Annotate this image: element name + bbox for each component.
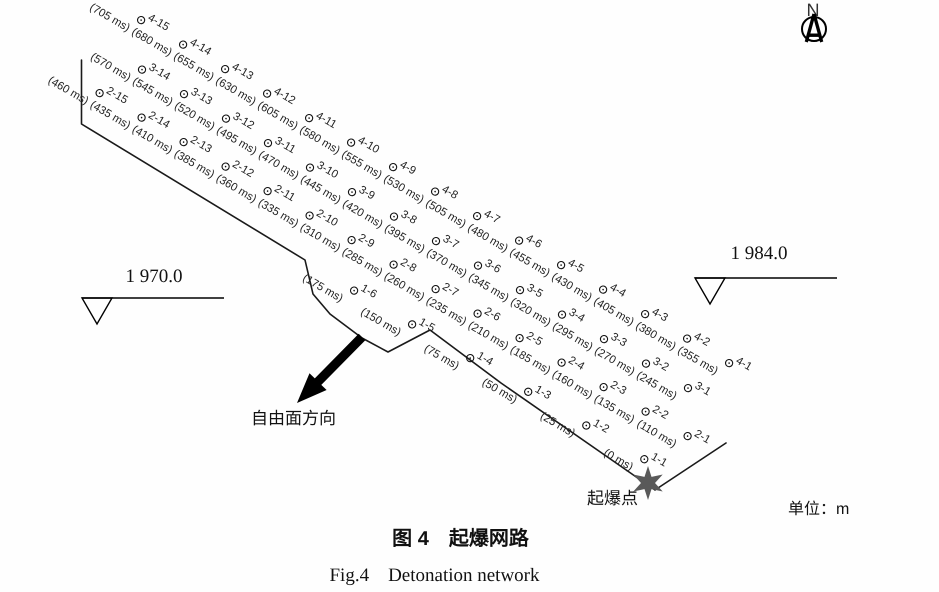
svg-text:(680 ms): (680 ms): [129, 26, 174, 59]
svg-text:(295 ms): (295 ms): [550, 321, 595, 354]
svg-text:4-5: 4-5: [566, 257, 586, 276]
svg-text:(405 ms): (405 ms): [591, 296, 636, 329]
svg-text:2-14: 2-14: [146, 109, 172, 131]
svg-text:(210 ms): (210 ms): [466, 320, 511, 353]
svg-text:3-10: 3-10: [315, 159, 341, 181]
svg-text:(420 ms): (420 ms): [340, 198, 385, 231]
svg-text:(655 ms): (655 ms): [171, 51, 216, 84]
svg-text:2-1: 2-1: [692, 428, 712, 447]
svg-text:(460 ms): (460 ms): [46, 75, 91, 108]
svg-text:1-6: 1-6: [359, 282, 379, 301]
svg-text:3-9: 3-9: [357, 184, 377, 203]
svg-text:4-13: 4-13: [230, 61, 256, 83]
svg-text:1-3: 1-3: [533, 384, 553, 403]
svg-text:4-4: 4-4: [608, 281, 628, 300]
svg-text:2-2: 2-2: [650, 403, 670, 422]
svg-text:(245 ms): (245 ms): [634, 370, 679, 403]
svg-text:2-5: 2-5: [524, 330, 544, 349]
svg-text:2-15: 2-15: [104, 85, 130, 107]
svg-text:(150 ms): (150 ms): [358, 306, 403, 339]
svg-text:3-6: 3-6: [483, 257, 503, 276]
svg-text:(260 ms): (260 ms): [382, 271, 427, 304]
svg-text:(580 ms): (580 ms): [297, 124, 342, 157]
svg-text:(25 ms): (25 ms): [538, 410, 577, 440]
svg-text:3-3: 3-3: [609, 331, 629, 350]
svg-text:4-14: 4-14: [188, 36, 214, 58]
svg-text:(505 ms): (505 ms): [423, 198, 468, 231]
svg-text:1 970.0: 1 970.0: [126, 266, 183, 287]
svg-text:(455 ms): (455 ms): [507, 247, 552, 280]
svg-text:(520 ms): (520 ms): [172, 100, 217, 133]
svg-text:(630 ms): (630 ms): [213, 75, 258, 108]
svg-text:(495 ms): (495 ms): [214, 125, 259, 158]
svg-text:(345 ms): (345 ms): [466, 272, 511, 305]
svg-text:(360 ms): (360 ms): [214, 173, 259, 206]
svg-text:1 984.0: 1 984.0: [731, 243, 788, 264]
svg-text:2-9: 2-9: [356, 232, 376, 251]
svg-text:3-13: 3-13: [189, 86, 215, 108]
svg-text:1-2: 1-2: [591, 417, 611, 436]
svg-text:(385 ms): (385 ms): [172, 148, 217, 181]
svg-text:4-9: 4-9: [398, 159, 418, 178]
svg-text:(410 ms): (410 ms): [130, 124, 175, 157]
svg-text:(320 ms): (320 ms): [508, 296, 553, 329]
svg-text:(555 ms): (555 ms): [339, 149, 384, 182]
svg-text:3-8: 3-8: [399, 208, 419, 227]
svg-text:(75 ms): (75 ms): [422, 343, 461, 373]
svg-text:(395 ms): (395 ms): [382, 223, 427, 256]
svg-text:(335 ms): (335 ms): [256, 197, 301, 230]
svg-text:2-6: 2-6: [482, 305, 502, 324]
svg-text:2-4: 2-4: [566, 354, 586, 373]
svg-text:2-13: 2-13: [188, 134, 214, 156]
svg-text:(545 ms): (545 ms): [130, 76, 175, 109]
svg-text:2-12: 2-12: [230, 158, 256, 180]
svg-text:3-12: 3-12: [231, 110, 257, 132]
svg-text:(270 ms): (270 ms): [592, 345, 637, 378]
svg-text:2-10: 2-10: [314, 207, 340, 229]
svg-text:4-2: 4-2: [692, 330, 712, 349]
svg-text:(285 ms): (285 ms): [340, 246, 385, 279]
svg-text:4-1: 4-1: [734, 355, 754, 374]
svg-text:2-8: 2-8: [398, 256, 418, 275]
svg-text:2-11: 2-11: [272, 183, 297, 204]
svg-text:3-11: 3-11: [273, 135, 298, 156]
svg-text:(110 ms): (110 ms): [635, 418, 679, 451]
svg-text:(310 ms): (310 ms): [298, 222, 343, 255]
svg-text:(0 ms): (0 ms): [601, 447, 635, 474]
svg-text:3-7: 3-7: [441, 233, 461, 252]
svg-text:(435 ms): (435 ms): [88, 99, 133, 132]
svg-text:4-6: 4-6: [524, 232, 544, 251]
svg-text:4-15: 4-15: [146, 12, 172, 34]
svg-text:(160 ms): (160 ms): [550, 369, 595, 402]
svg-text:2-7: 2-7: [440, 281, 460, 300]
svg-text:3-5: 3-5: [525, 282, 545, 301]
svg-text:3-1: 3-1: [693, 380, 713, 399]
svg-text:(370 ms): (370 ms): [424, 247, 469, 280]
svg-text:(175 ms): (175 ms): [300, 272, 345, 305]
svg-text:4-10: 4-10: [356, 134, 382, 156]
svg-text:4-8: 4-8: [440, 183, 460, 202]
svg-text:2-3: 2-3: [608, 379, 628, 398]
svg-text:4-3: 4-3: [650, 306, 670, 325]
svg-text:(380 ms): (380 ms): [633, 320, 678, 353]
svg-text:4-11: 4-11: [314, 110, 339, 131]
svg-text:(605 ms): (605 ms): [255, 100, 300, 133]
svg-text:(430 ms): (430 ms): [549, 271, 594, 304]
svg-text:(570 ms): (570 ms): [88, 51, 133, 84]
svg-text:(530 ms): (530 ms): [381, 173, 426, 206]
svg-text:(480 ms): (480 ms): [465, 222, 510, 255]
svg-text:(185 ms): (185 ms): [508, 344, 553, 377]
svg-text:3-2: 3-2: [651, 355, 671, 374]
svg-text:1-1: 1-1: [649, 451, 669, 470]
svg-text:(445 ms): (445 ms): [298, 174, 343, 207]
svg-text:(355 ms): (355 ms): [675, 345, 720, 378]
svg-text:(470 ms): (470 ms): [256, 149, 301, 182]
svg-text:3-14: 3-14: [147, 61, 173, 83]
svg-text:4-12: 4-12: [272, 85, 298, 107]
svg-text:3-4: 3-4: [567, 306, 587, 325]
svg-text:4-7: 4-7: [482, 208, 502, 227]
svg-text:(705 ms): (705 ms): [87, 2, 132, 35]
